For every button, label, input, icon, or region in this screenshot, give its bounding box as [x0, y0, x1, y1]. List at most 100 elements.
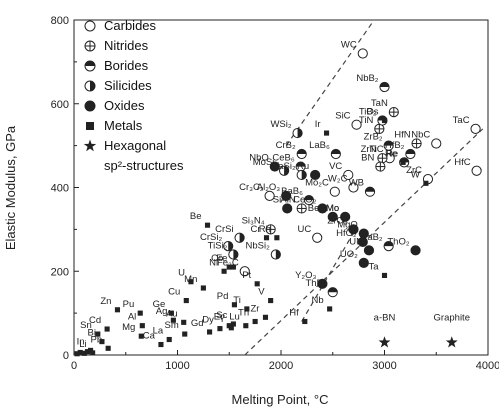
- nitride-point: [388, 107, 399, 118]
- point-label: a-BN: [374, 312, 396, 323]
- metal-point: [244, 306, 250, 312]
- metal-point: [95, 331, 101, 337]
- carbide-point: [357, 48, 368, 59]
- metal-point: [230, 264, 236, 270]
- point-label: Mo: [326, 203, 339, 214]
- boride-point: [296, 148, 307, 160]
- point-label: ZrB₂: [364, 132, 383, 143]
- oxide-point: [310, 169, 321, 181]
- point-label: Y₂O₃: [295, 270, 316, 281]
- point-label: MoSi₂: [253, 157, 279, 168]
- point-label: W₂C: [328, 174, 348, 185]
- carbide-point: [264, 190, 275, 201]
- point-label: CrB₂: [276, 140, 296, 151]
- point-label: Al₂O₃: [257, 182, 281, 193]
- oxide-point: [269, 161, 280, 172]
- metal-point: [138, 333, 144, 339]
- boride-point: [364, 186, 376, 197]
- point-label: VC: [329, 161, 342, 172]
- carbide-point: [239, 266, 250, 277]
- metal-point: [342, 214, 348, 220]
- x-tick-label: 1000: [165, 360, 189, 372]
- point-label: AlN: [280, 194, 295, 205]
- metal-point: [99, 339, 105, 345]
- metal-point: [423, 180, 429, 186]
- legend-label-metal: Metals: [104, 118, 143, 133]
- point-label: ZrO₂: [327, 215, 347, 226]
- point-label: Ir: [315, 119, 321, 130]
- silicide-point: [270, 249, 281, 260]
- x-tick-label: 4000: [476, 360, 499, 372]
- trend-line-upper: [285, 19, 375, 146]
- metal-point: [254, 281, 260, 287]
- point-label: Pb: [91, 334, 103, 345]
- carbide-point: [329, 186, 340, 197]
- carbide-point: [470, 123, 481, 134]
- point-label: Pd: [217, 291, 229, 302]
- point-label: NbSi₂: [246, 241, 271, 252]
- point-label: Zn: [100, 296, 111, 307]
- metal-point: [139, 323, 145, 329]
- oxide-point: [327, 211, 338, 222]
- metal-point: [217, 326, 223, 332]
- point-label: CrSi: [215, 224, 233, 235]
- metal-point: [268, 298, 274, 304]
- point-label: Ta: [368, 261, 379, 272]
- point-label: Be: [190, 211, 202, 222]
- carbide-point: [348, 182, 359, 193]
- point-label: Dy: [202, 315, 214, 326]
- point-label: Ge: [153, 299, 166, 310]
- legend-label-hexagonal-line2: sp²-structures: [104, 158, 184, 173]
- point-label: Rh: [259, 224, 271, 235]
- point-label: W: [411, 169, 420, 180]
- oxide-point: [282, 203, 293, 214]
- boride-point: [295, 161, 306, 172]
- oxide-point: [410, 245, 421, 256]
- metal-point: [252, 318, 258, 325]
- silicide-point: [279, 165, 290, 176]
- metal-point: [226, 323, 232, 329]
- nitride-point: [375, 161, 386, 172]
- point-label: Gd: [191, 318, 204, 329]
- hexagonal-point: [378, 336, 391, 348]
- carbide-point: [343, 169, 354, 181]
- point-label: Cr₃C₂: [239, 182, 264, 193]
- point-label: Cr: [250, 224, 260, 235]
- oxide-point: [281, 190, 292, 201]
- point-label: TiN: [359, 115, 374, 126]
- point-label: UO₂: [340, 249, 358, 260]
- y-axis-title: Elastic Modulus, GPa: [3, 125, 18, 250]
- point-label: NbB₂: [356, 73, 378, 84]
- legend-label-boride: Borides: [104, 58, 149, 73]
- point-label: HfO₂: [336, 228, 357, 239]
- x-tick-label: 0: [71, 360, 77, 372]
- point-label: Ti: [233, 295, 241, 306]
- metal-point: [84, 349, 91, 355]
- point-label: Si₃N₄: [242, 215, 265, 226]
- point-label: CrSi₂: [200, 232, 222, 243]
- point-label: WB: [349, 178, 364, 189]
- metal-point: [170, 317, 176, 323]
- metal-point: [114, 307, 121, 313]
- silicide-point: [296, 169, 307, 181]
- point-label: Cu: [168, 287, 180, 298]
- point-label: U: [178, 268, 185, 279]
- point-label: TaN: [371, 98, 388, 109]
- metal-point: [207, 329, 213, 335]
- point-label: ThO₂: [387, 236, 409, 247]
- point-label: Al: [128, 312, 136, 323]
- y-tick-label: 600: [51, 99, 69, 111]
- metal-point: [230, 321, 236, 327]
- oxide-point: [363, 245, 375, 256]
- point-label: CeO₂: [293, 194, 317, 205]
- point-label: Mg: [122, 322, 135, 333]
- boride-point: [383, 140, 394, 151]
- point-label: Ni: [209, 257, 218, 268]
- legend-label-silicide: Silicides: [104, 78, 152, 93]
- point-label: ZrC: [406, 165, 422, 176]
- metal-point: [77, 349, 83, 356]
- axis-ticks: 0 1000 2000 3000 4000 0 200 400 600 800: [51, 15, 499, 372]
- point-label: UC: [297, 224, 311, 235]
- point-label: Ca: [143, 331, 156, 342]
